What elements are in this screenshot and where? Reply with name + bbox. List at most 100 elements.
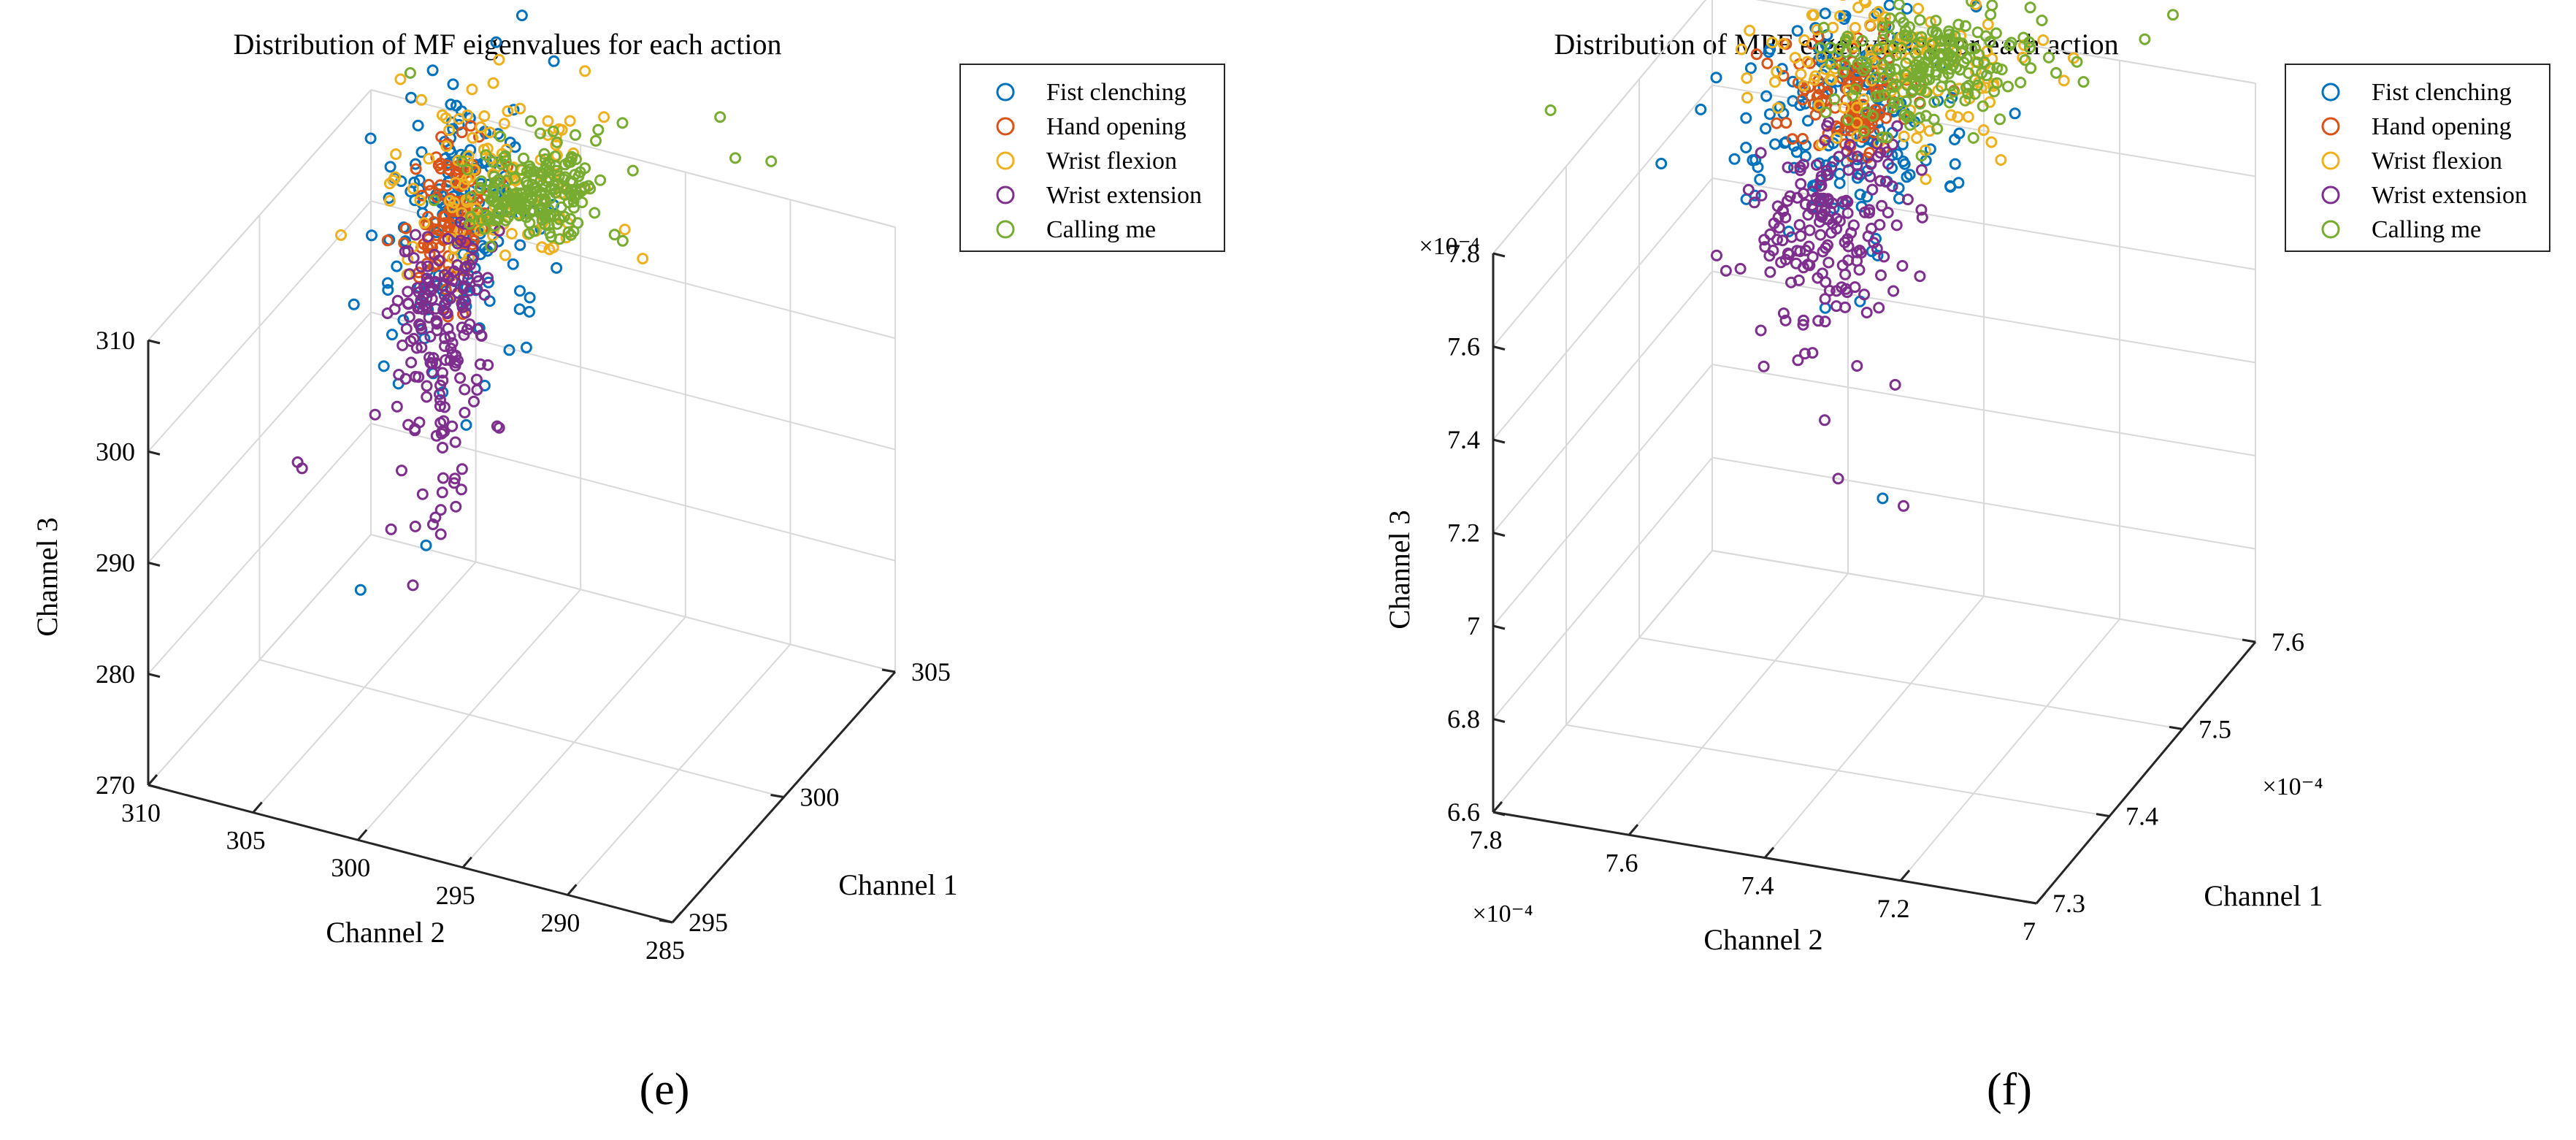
data-point: [1872, 43, 1884, 56]
data-point: [524, 227, 536, 240]
data-point: [1881, 131, 1893, 144]
data-point: [1807, 98, 1820, 110]
z-tick-label: 7.4: [1447, 425, 1480, 454]
data-point: [1949, 158, 1961, 170]
data-point: [424, 330, 437, 343]
z-tick-label: 7: [1467, 611, 1480, 640]
y-tick-label: 7.6: [2272, 627, 2304, 657]
data-point: [1832, 473, 1844, 485]
x-tick-mark: [671, 911, 683, 923]
data-point: [505, 228, 518, 240]
data-point: [407, 183, 419, 195]
data-point: [1882, 207, 1894, 219]
y-tick-label: 300: [800, 783, 840, 812]
data-point: [1874, 147, 1887, 159]
data-point: [1815, 192, 1828, 204]
x-tick-mark: [567, 884, 578, 896]
data-point: [1803, 224, 1816, 237]
panel-label-f: (f): [1987, 1065, 2032, 1114]
data-point: [1838, 102, 1850, 114]
data-point: [435, 131, 448, 143]
data-point: [1863, 207, 1875, 219]
data-point: [421, 231, 434, 243]
data-point: [1797, 158, 1809, 171]
data-point: [538, 196, 551, 207]
data-point: [478, 143, 490, 156]
data-point: [1764, 266, 1776, 278]
x-tick-mark: [1492, 801, 1503, 813]
data-point: [424, 185, 437, 197]
data-point: [1780, 117, 1793, 129]
data-point: [1860, 307, 1873, 318]
data-point: [402, 245, 414, 257]
box-edge: [147, 89, 372, 341]
data-point: [428, 223, 440, 235]
data-point: [413, 416, 426, 429]
data-point: [1881, 146, 1893, 158]
data-point: [570, 129, 581, 141]
data-point: [520, 341, 532, 353]
data-point: [437, 472, 449, 484]
legend-box: [959, 64, 1225, 252]
data-point: [1800, 139, 1812, 151]
data-point: [514, 102, 526, 115]
mf-chart-zlabel: Channel 3: [31, 517, 64, 636]
data-point: [1793, 219, 1806, 231]
data-point: [426, 357, 438, 370]
z-tick-mark: [1492, 345, 1506, 351]
data-point: [472, 206, 484, 218]
data-point: [434, 379, 446, 391]
mf-chart-ylabel: Channel 1: [838, 868, 957, 901]
data-point: [1898, 130, 1910, 142]
mpf-chart-ylabel: Channel 1: [2204, 879, 2323, 912]
data-point: [427, 519, 439, 530]
data-point: [525, 115, 537, 127]
data-point: [637, 253, 649, 265]
grid-line: [1492, 456, 1713, 720]
data-point: [1909, 47, 1922, 59]
data-point: [1878, 250, 1890, 263]
data-point: [436, 486, 448, 499]
data-point: [1795, 68, 1807, 80]
data-point: [1747, 154, 1759, 167]
data-point: [1840, 283, 1852, 295]
data-point: [1844, 139, 1856, 151]
data-point: [480, 184, 493, 196]
z-tick-mark: [147, 339, 161, 345]
data-point: [2015, 77, 2027, 88]
data-point: [415, 294, 427, 307]
data-point: [460, 237, 472, 248]
data-point: [1854, 188, 1866, 201]
data-point: [1831, 132, 1843, 145]
data-point: [1728, 153, 1741, 165]
data-point: [444, 195, 456, 207]
data-point: [499, 249, 511, 261]
data-point: [1930, 15, 1942, 27]
data-point: [1928, 113, 1940, 126]
data-point: [396, 339, 409, 351]
data-point: [420, 539, 432, 551]
data-point: [1966, 0, 1978, 7]
data-point: [413, 183, 425, 196]
data-point: [1847, 219, 1860, 232]
legend-marker: [2321, 83, 2340, 102]
data-point: [1898, 17, 1910, 28]
data-point: [410, 163, 422, 175]
data-point: [1882, 158, 1895, 170]
data-point: [515, 9, 528, 22]
data-point: [536, 241, 548, 253]
grid-line: [147, 311, 372, 564]
data-point: [521, 175, 533, 188]
data-point: [1789, 52, 1801, 64]
data-point: [452, 354, 464, 367]
data-point: [1812, 315, 1825, 327]
data-point: [2017, 31, 2030, 44]
data-point: [576, 196, 589, 209]
data-point: [1901, 79, 1914, 91]
data-point: [369, 408, 381, 421]
data-point: [1858, 125, 1870, 137]
data-point: [1796, 93, 1809, 106]
grid-line: [370, 200, 896, 340]
data-point: [1839, 9, 1852, 22]
data-point: [1960, 81, 1972, 93]
